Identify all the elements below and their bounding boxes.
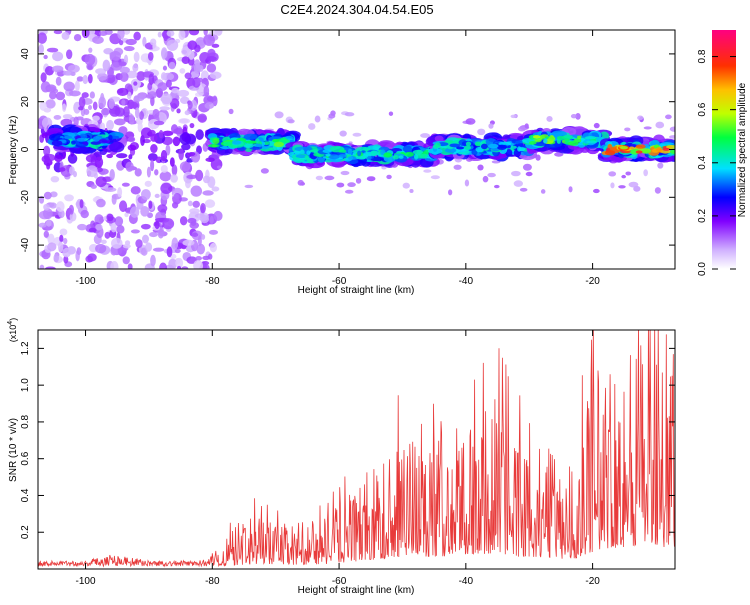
snr-y-axis: 0.2 0.4 0.6 0.8 1.0 1.2	[20, 341, 675, 539]
snr-x-tick-label: -40	[459, 576, 474, 587]
spectrogram-y-tick-label: -40	[20, 237, 31, 252]
snr-y-tick-label: 0.2	[20, 525, 31, 539]
spectrogram-x-tick-label: -60	[332, 276, 347, 287]
spectrogram-y-axis: -40 -20 0 20 40	[20, 48, 675, 252]
snr-y-multiplier: (x104)	[7, 318, 18, 342]
snr-series-line	[38, 330, 675, 568]
colorbar-axis: 0.0 0.2 0.4 0.6 0.8	[697, 49, 736, 276]
spectrogram-y-tick-label: 40	[20, 48, 31, 60]
snr-y-label: SNR (10 * v/v)	[8, 418, 19, 482]
spectrogram-x-tick-label: -40	[459, 276, 474, 287]
spectrogram-y-tick-label: 0	[20, 146, 31, 152]
spectrogram-x-tick-label: -80	[205, 276, 220, 287]
spectrogram-y-tick-label: 20	[20, 96, 31, 108]
spectrogram	[38, 30, 675, 269]
colorbar-label: Normalized spectral amplitude	[737, 82, 748, 217]
snr-y-tick-label: 0.6	[20, 451, 31, 465]
spectrogram-y-label: Frequency (Hz)	[8, 116, 19, 185]
spectrogram-x-label: Height of straight line (km)	[298, 285, 415, 296]
spectrogram-x-tick-label: -20	[585, 276, 600, 287]
colorbar	[712, 30, 736, 269]
snr-x-label: Height of straight line (km)	[298, 585, 415, 596]
figure-title: C2E4.2024.304.04.54.E05	[280, 2, 433, 17]
spectrogram-x-tick-label: -100	[76, 276, 96, 287]
colorbar-tick-label: 0.4	[697, 155, 708, 169]
colorbar-tick-label: 0.2	[697, 209, 708, 223]
snr-y-tick-label: 0.8	[20, 415, 31, 429]
snr-x-tick-label: -80	[205, 576, 220, 587]
spectrogram-x-axis: -100 -80 -60 -40 -20	[76, 30, 600, 287]
colorbar-tick-label: 0.6	[697, 102, 708, 116]
colorbar-tick-label: 0.0	[697, 262, 708, 276]
snr-frame	[37, 329, 676, 570]
colorbar-tick-label: 0.8	[697, 49, 708, 63]
snr-y-tick-label: 1.0	[20, 378, 31, 392]
snr-y-tick-label: 0.4	[20, 488, 31, 502]
snr-y-tick-label: 1.2	[20, 341, 31, 355]
spectrogram-y-tick-label: -20	[20, 190, 31, 205]
snr-x-tick-label: -100	[76, 576, 96, 587]
snr-x-tick-label: -60	[332, 576, 347, 587]
snr-x-axis: -100 -80 -60 -40 -20	[76, 330, 600, 587]
snr-x-tick-label: -20	[585, 576, 600, 587]
